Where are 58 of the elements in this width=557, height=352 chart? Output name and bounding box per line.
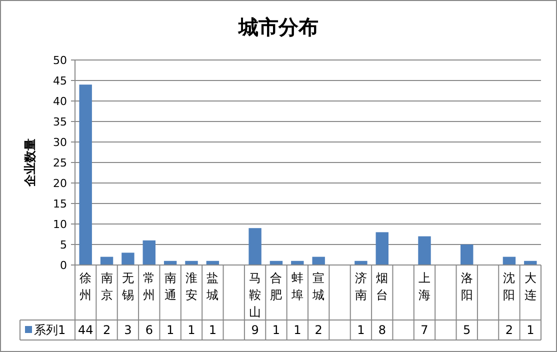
x-tick-label: 上海 xyxy=(418,271,430,302)
bar xyxy=(460,244,474,265)
bar xyxy=(79,84,92,265)
y-tick-label: 0 xyxy=(60,258,67,272)
data-label: 2 xyxy=(505,323,514,337)
x-tick-label: 洛阳 xyxy=(460,271,473,302)
data-label: 7 xyxy=(420,323,428,337)
data-label: 1 xyxy=(188,323,196,337)
bar xyxy=(142,240,156,265)
data-label: 2 xyxy=(102,323,111,337)
data-label: 1 xyxy=(272,323,280,337)
legend-label: 系列1 xyxy=(34,323,66,337)
y-tick-label: 45 xyxy=(53,74,67,88)
x-tick-label: 盐城 xyxy=(206,271,219,302)
y-tick-label: 50 xyxy=(53,54,67,67)
bar xyxy=(502,256,516,265)
data-label: 5 xyxy=(463,323,471,337)
y-tick-label: 30 xyxy=(53,136,67,149)
data-label: 1 xyxy=(208,323,216,337)
data-label: 1 xyxy=(294,323,302,337)
data-label: 8 xyxy=(378,323,386,337)
y-tick-label: 35 xyxy=(53,115,67,128)
bar xyxy=(418,236,431,265)
x-tick-label: 蚌埠 xyxy=(290,271,304,302)
x-tick-label: 马鞍山 xyxy=(249,271,262,319)
data-label: 44 xyxy=(78,323,94,337)
y-tick-label: 20 xyxy=(53,176,67,190)
x-tick-label: 南通 xyxy=(164,271,176,302)
data-label: 6 xyxy=(145,323,153,337)
x-tick-label: 常州 xyxy=(143,271,156,302)
bar xyxy=(122,252,134,265)
x-tick-label: 济南 xyxy=(354,271,367,302)
x-tick-label: 无锡 xyxy=(120,271,134,302)
data-label: 2 xyxy=(314,323,322,337)
x-tick-label: 淮安 xyxy=(186,271,198,302)
x-tick-label: 大连 xyxy=(524,271,536,302)
bar xyxy=(376,232,388,265)
x-tick-label: 宣城 xyxy=(312,271,325,302)
y-tick-label: 25 xyxy=(53,156,67,170)
data-label: 9 xyxy=(251,323,259,337)
x-tick-label: 烟台 xyxy=(376,271,388,302)
data-label: 1 xyxy=(357,323,365,337)
bar xyxy=(100,256,114,265)
y-tick-label: 40 xyxy=(53,94,67,108)
bar xyxy=(248,228,262,265)
y-tick-label: 10 xyxy=(53,218,67,231)
x-tick-label: 合肥 xyxy=(270,271,282,302)
data-label: 1 xyxy=(526,323,534,337)
x-tick-label: 徐州 xyxy=(80,271,92,302)
data-label: 3 xyxy=(124,323,132,337)
x-tick-label: 南京 xyxy=(100,271,113,302)
chart-title: 城市分布 xyxy=(238,15,318,39)
y-tick-label: 5 xyxy=(60,238,67,252)
x-tick-label: 沈阳 xyxy=(503,271,516,302)
y-tick-label: 15 xyxy=(53,197,67,210)
bar xyxy=(312,256,325,265)
y-axis-title: 企业数量 xyxy=(23,138,37,188)
data-label: 1 xyxy=(166,323,174,337)
